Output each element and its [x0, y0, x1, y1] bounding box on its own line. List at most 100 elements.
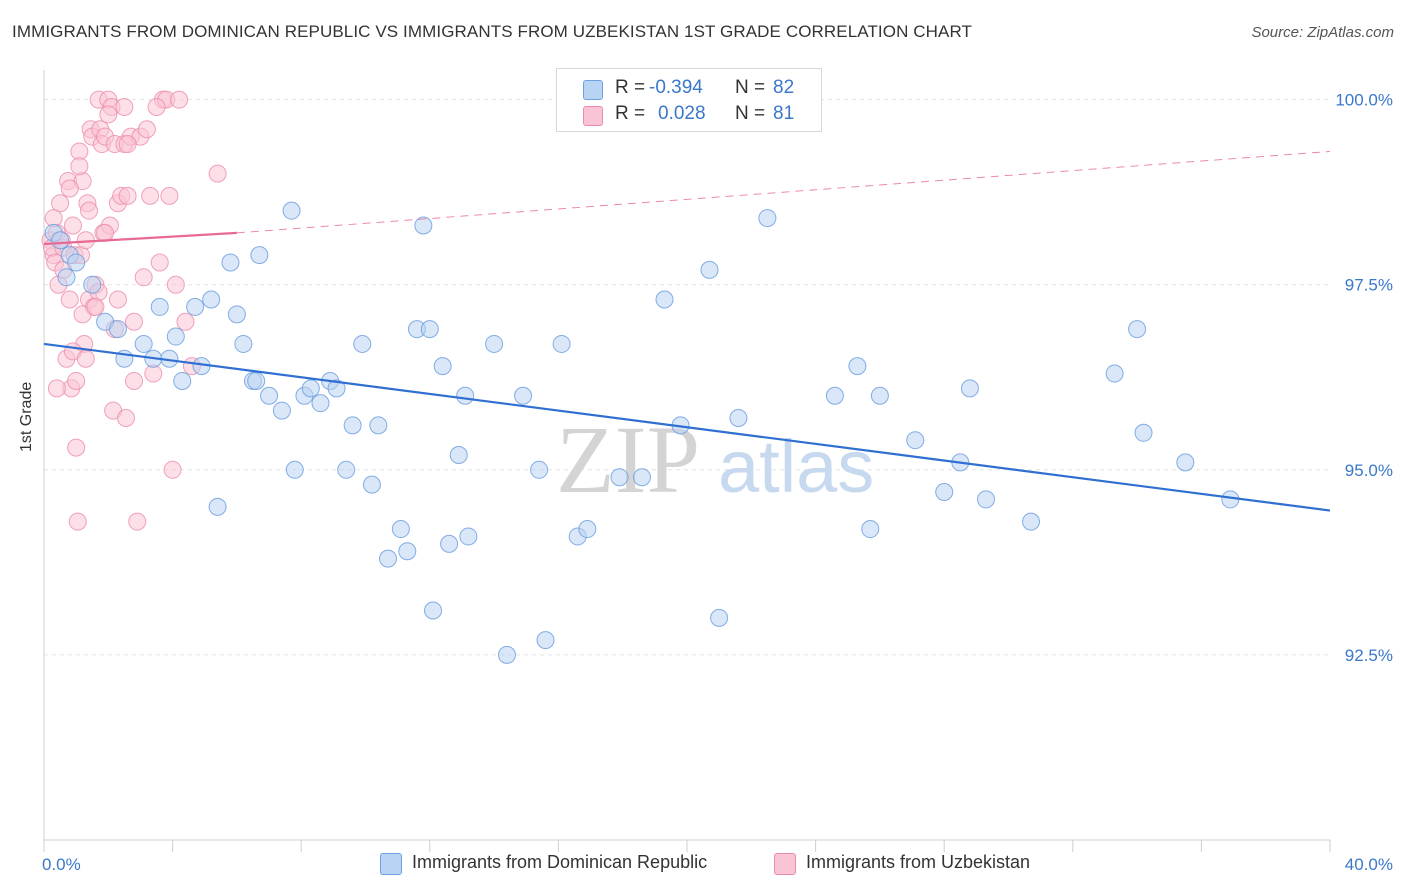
chart-title: IMMIGRANTS FROM DOMINICAN REPUBLIC VS IM… [12, 22, 973, 41]
dominican-point [311, 394, 330, 413]
dominican-point [485, 334, 504, 353]
dominican-point [906, 431, 925, 450]
dominican-point [327, 379, 346, 398]
dominican-point [514, 386, 533, 405]
uzbekistan-point [160, 186, 179, 205]
dominican-point [57, 268, 76, 287]
dominican-point [433, 357, 452, 376]
trend-lines [43, 150, 1331, 512]
uzbekistan-point [108, 290, 127, 309]
dominican-point [173, 371, 192, 390]
dominican-point [150, 297, 169, 316]
y-tick-label: 92.5% [1345, 646, 1393, 665]
uzbekistan-point [170, 90, 189, 109]
legend-r-label: R = [615, 77, 646, 98]
uzbekistan-point [176, 312, 195, 331]
dominican-point [530, 460, 549, 479]
dominican-point [166, 327, 185, 346]
uzbekistan-point [60, 179, 79, 198]
bottom-legend-label-pink: Immigrants from Uzbekistan [806, 852, 1031, 872]
dominican-point [362, 475, 381, 494]
uzbekistan-point [166, 275, 185, 294]
dominican-point [108, 320, 127, 339]
dominican-point [758, 209, 777, 228]
dominican-point [379, 549, 398, 568]
dominican-point [391, 520, 410, 539]
watermark: ZIP atlas [556, 406, 874, 513]
legend-n-label: N = [735, 77, 766, 98]
uzbekistan-trend-line [43, 231, 237, 246]
dominican-point [825, 386, 844, 405]
dominican-point [234, 334, 253, 353]
uzbekistan-point [80, 201, 99, 220]
dominican-point [1176, 453, 1195, 472]
y-tick-label: 97.5% [1345, 276, 1393, 295]
dominican-point [1128, 320, 1147, 339]
dominican-point [83, 275, 102, 294]
x-tick-label: 40.0% [1345, 855, 1393, 874]
uzbekistan-point [86, 297, 105, 316]
dominican-point [655, 290, 674, 309]
dominican-point [186, 297, 205, 316]
bottom-legend-swatch-pink [774, 853, 796, 875]
dominican-points [44, 201, 1240, 664]
uzbekistan-point [67, 438, 86, 457]
dominican-point [420, 320, 439, 339]
dominican-point [227, 305, 246, 324]
uzbekistan-point [141, 186, 160, 205]
uzbekistan-point [208, 164, 227, 183]
dominican-point [247, 371, 266, 390]
uzbekistan-point [47, 379, 66, 398]
dominican-point [976, 490, 995, 509]
uzbekistan-point [128, 512, 147, 531]
dominican-point [710, 608, 729, 627]
dominican-point [960, 379, 979, 398]
dominican-point [424, 601, 443, 620]
dominican-point [1134, 423, 1153, 442]
uzbekistan-point [96, 223, 115, 242]
dominican-point [272, 401, 291, 420]
dominican-point [632, 468, 651, 487]
dominican-point [337, 460, 356, 479]
dominican-point [343, 416, 362, 435]
dominican-point [1022, 512, 1041, 531]
dominican-point [414, 216, 433, 235]
dominican-point [459, 527, 478, 546]
dominican-point [848, 357, 867, 376]
uzbekistan-point [116, 408, 135, 427]
uzbekistan-trend-extension [236, 150, 1331, 234]
dominican-point [202, 290, 221, 309]
tick-labels: 100.0% 97.5% 95.0% 92.5% 0.0% 40.0% [42, 91, 1393, 874]
y-tick-label: 100.0% [1335, 91, 1393, 110]
uzbekistan-point [163, 460, 182, 479]
dominican-point [870, 386, 889, 405]
dominican-point [449, 446, 468, 464]
dominican-point [552, 334, 571, 353]
dominican-point [369, 416, 388, 435]
y-tick-label: 95.0% [1345, 461, 1393, 480]
uzbekistan-point [137, 120, 156, 139]
uzbekistan-point [60, 290, 79, 309]
uzbekistan-point [115, 98, 134, 117]
uzbekistan-point [134, 268, 153, 287]
dominican-point [250, 246, 269, 265]
dominican-point [301, 379, 320, 398]
uzbekistan-point [63, 216, 82, 235]
dominican-point [578, 520, 597, 539]
dominican-point [134, 334, 153, 353]
uzbekistan-point [125, 371, 144, 390]
dominican-point [285, 460, 304, 479]
uzbekistan-point [125, 312, 144, 331]
legend-r-label: R = [615, 103, 646, 124]
legend-r-value: -0.394 [649, 77, 703, 98]
dominican-point [497, 645, 516, 664]
correlation-legend: R = -0.394 N = 82 R = 0.028 N = 81 [556, 68, 822, 132]
dominican-point [700, 260, 719, 279]
legend-swatch-blue [583, 80, 603, 100]
dominican-point [456, 386, 475, 405]
dominican-point [861, 520, 880, 539]
dominican-point [208, 497, 227, 516]
bottom-legend-label-blue: Immigrants from Dominican Republic [412, 852, 708, 872]
uzbekistan-point [147, 98, 166, 117]
